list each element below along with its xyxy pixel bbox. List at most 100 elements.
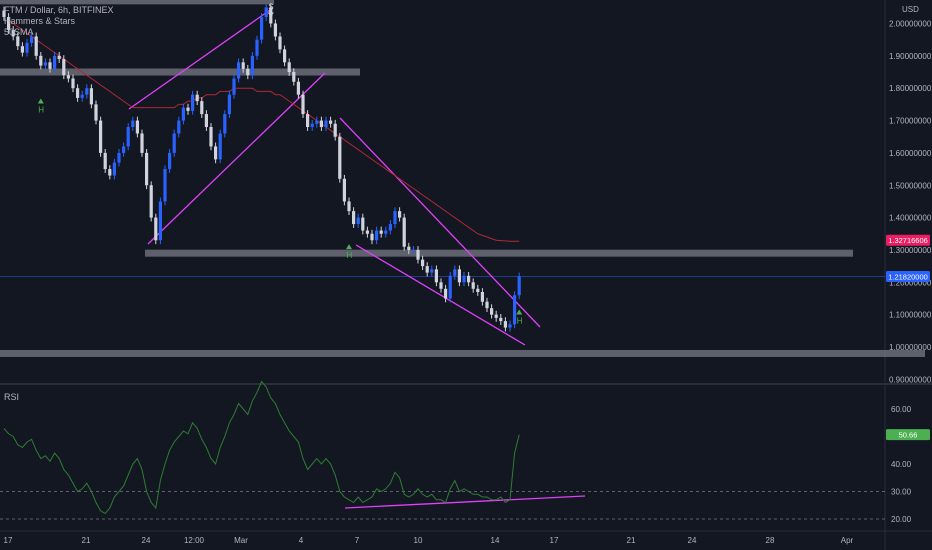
candle-body [195,94,199,102]
candle-body [347,201,351,212]
candle-body [430,269,434,273]
price-tick-label: 1.80000000 [889,84,932,93]
candle-body [342,178,346,202]
last-price-badge-bg [886,270,930,282]
candle-body [361,217,365,231]
candle-body [154,217,158,241]
rsi-value-badge: 50.66 [899,431,918,440]
candle-body [34,36,38,56]
candle-body [218,133,222,160]
candle-body [467,275,471,283]
candle-body [80,94,84,98]
candle-body [209,127,213,147]
candle-body [388,224,392,231]
candle-body [462,275,466,283]
candle-body [99,120,103,153]
candle-body [76,88,80,98]
price-tick-label: 1.10000000 [889,311,932,320]
rsi-tick-label: 40.00 [891,460,912,469]
candle-body [444,288,448,299]
candle-body [370,233,374,241]
rsi-value-badge-bg [886,429,930,441]
candle-body [287,62,291,73]
hammer-marker-label: H [38,106,44,115]
time-tick-label: 17 [4,536,13,545]
candle-body [480,292,484,302]
sma-value-badge-bg [886,234,930,246]
candle-body [365,230,369,234]
rsi-tick-label: 20.00 [891,515,912,524]
time-tick-label: 17 [550,536,559,545]
candle-body [476,288,480,293]
trendline [355,244,526,346]
candle-body [241,62,245,69]
candle-body [30,36,34,43]
candle-body [232,78,236,95]
candle-body [223,114,227,134]
time-tick-label: 28 [766,536,775,545]
candle-body [448,275,452,299]
candle-body [186,107,190,111]
candle-body [122,146,126,153]
candle-body [11,29,15,37]
time-tick-label: 10 [414,536,423,545]
candle-body [43,62,47,66]
candle-body [338,136,342,179]
candle-body [306,114,310,128]
candle-body [227,94,231,115]
candle-body [255,39,259,56]
candle-body [149,185,153,218]
candle-body [324,120,328,128]
candle-body [250,55,254,76]
candle-body [112,162,116,176]
candle-body [71,78,75,89]
candle-body [25,42,29,53]
legend-indicator-hammers: Hammers & Stars [4,16,76,26]
candle-body [296,81,300,95]
last-price-badge: 1.21820000 [888,272,928,281]
star-marker-icon [267,12,274,18]
support-resistance-zone [0,349,925,357]
candle-body [425,266,429,273]
candle-body [191,94,195,111]
candle-body [66,75,70,79]
hammer-marker-icon [37,98,44,104]
candle-body [204,114,208,128]
candle-body [457,269,461,283]
rsi-tick-label: 60.00 [891,405,912,414]
candle-body [490,308,494,315]
currency-label: USD [902,5,919,14]
candle-body [48,62,52,69]
candle-body [333,123,337,137]
time-tick-label: 21 [627,536,636,545]
time-tick-label: 12:00 [184,536,205,545]
legend-indicator-sma: 50SMA [4,27,34,37]
candle-body [20,46,24,53]
candle-body [140,133,144,153]
trendline [344,495,586,509]
candle-body [421,259,425,267]
candle-body [145,152,149,186]
price-tick-label: 1.60000000 [889,149,932,158]
candle-body [439,282,443,289]
time-tick-label: 7 [355,536,360,545]
candle-body [310,123,314,128]
time-tick-label: 24 [142,536,151,545]
price-tick-label: 1.20000000 [889,278,932,287]
candle-body [200,101,204,115]
candle-body [135,120,139,134]
candle-body [181,107,185,121]
time-tick-label: 4 [299,536,304,545]
candle-body [89,88,93,105]
candle-body [485,301,489,309]
candle-body [168,152,172,170]
candle-body [407,246,411,250]
price-tick-label: 2.00000000 [889,20,932,29]
candle-body [103,152,107,170]
candle-body [264,7,268,18]
candle-body [158,201,162,241]
candle-body [416,249,420,260]
candle-body [172,133,176,153]
time-tick-label: 14 [491,536,500,545]
